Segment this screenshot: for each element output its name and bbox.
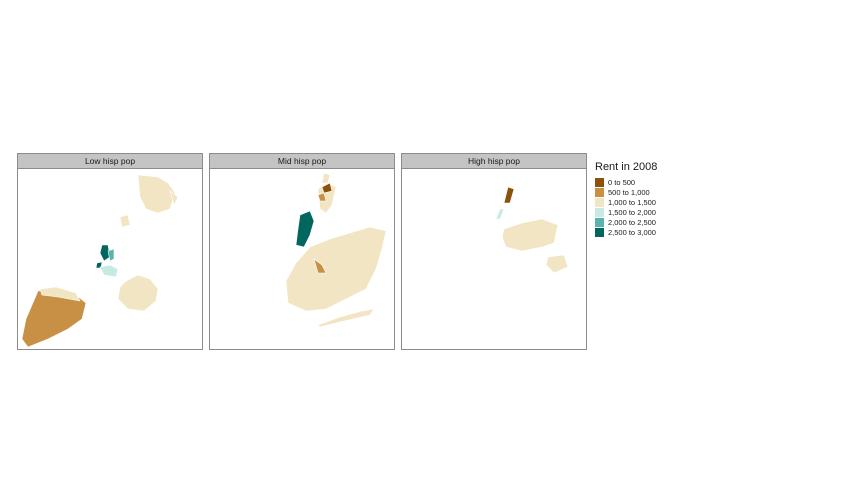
manhattan-tract — [495, 208, 505, 220]
legend-swatch — [595, 197, 604, 207]
staten-island-north-region — [39, 286, 81, 302]
queens-south-region — [545, 254, 569, 274]
map-mid-hisp-pop — [285, 172, 387, 328]
bronx-north-region — [321, 172, 331, 184]
legend-swatch — [595, 187, 604, 197]
upper-manhattan-region — [119, 214, 131, 228]
legend-item: 1,000 to 1,500 — [595, 197, 657, 207]
legend-item: 1,500 to 2,000 — [595, 207, 657, 217]
legend-swatch — [595, 227, 604, 237]
bronx-region — [137, 174, 176, 214]
manhattan-tract — [107, 248, 115, 262]
brooklyn-tract — [313, 258, 327, 274]
brooklyn-region — [99, 264, 119, 278]
map-high-hisp-pop — [495, 186, 569, 274]
facet-panel-low-hisp-pop: Low hisp pop — [17, 153, 203, 350]
queens-region — [117, 274, 159, 312]
legend-item: 2,500 to 3,000 — [595, 227, 657, 237]
queens-brooklyn-region — [285, 226, 387, 312]
legend-label: 2,000 to 2,500 — [608, 217, 656, 227]
bronx-queens-region — [501, 218, 559, 252]
legend-label: 1,000 to 1,500 — [608, 197, 656, 207]
bronx-east-region — [169, 190, 179, 206]
legend-swatch — [595, 177, 604, 187]
legend-swatch — [595, 207, 604, 217]
legend-item: 500 to 1,000 — [595, 187, 657, 197]
facet-panel-mid-hisp-pop: Mid hisp pop — [209, 153, 395, 350]
bronx-tract — [317, 192, 327, 202]
legend: Rent in 2008 0 to 500 500 to 1,000 1,000… — [595, 161, 657, 237]
facet-strip-label: Mid hisp pop — [210, 154, 394, 169]
legend-item: 2,000 to 2,500 — [595, 217, 657, 227]
legend-title: Rent in 2008 — [595, 161, 658, 173]
manhattan-region — [295, 210, 315, 248]
facet-strip-label: Low hisp pop — [18, 154, 202, 169]
upper-manhattan-tract — [503, 186, 515, 204]
facet-panel-high-hisp-pop: High hisp pop — [401, 153, 587, 350]
manhattan-tract — [99, 244, 111, 262]
legend-label: 0 to 500 — [608, 177, 636, 187]
legend-label: 2,500 to 3,000 — [608, 227, 656, 237]
facet-strip-label: High hisp pop — [402, 154, 586, 169]
legend-label: 1,500 to 2,000 — [608, 207, 656, 217]
legend-item: 0 to 500 — [595, 177, 657, 187]
legend-label: 500 to 1,000 — [608, 187, 650, 197]
map-low-hisp-pop — [21, 174, 179, 348]
rockaway-region — [317, 308, 375, 328]
legend-swatch — [595, 217, 604, 227]
bronx-tract — [321, 182, 333, 194]
